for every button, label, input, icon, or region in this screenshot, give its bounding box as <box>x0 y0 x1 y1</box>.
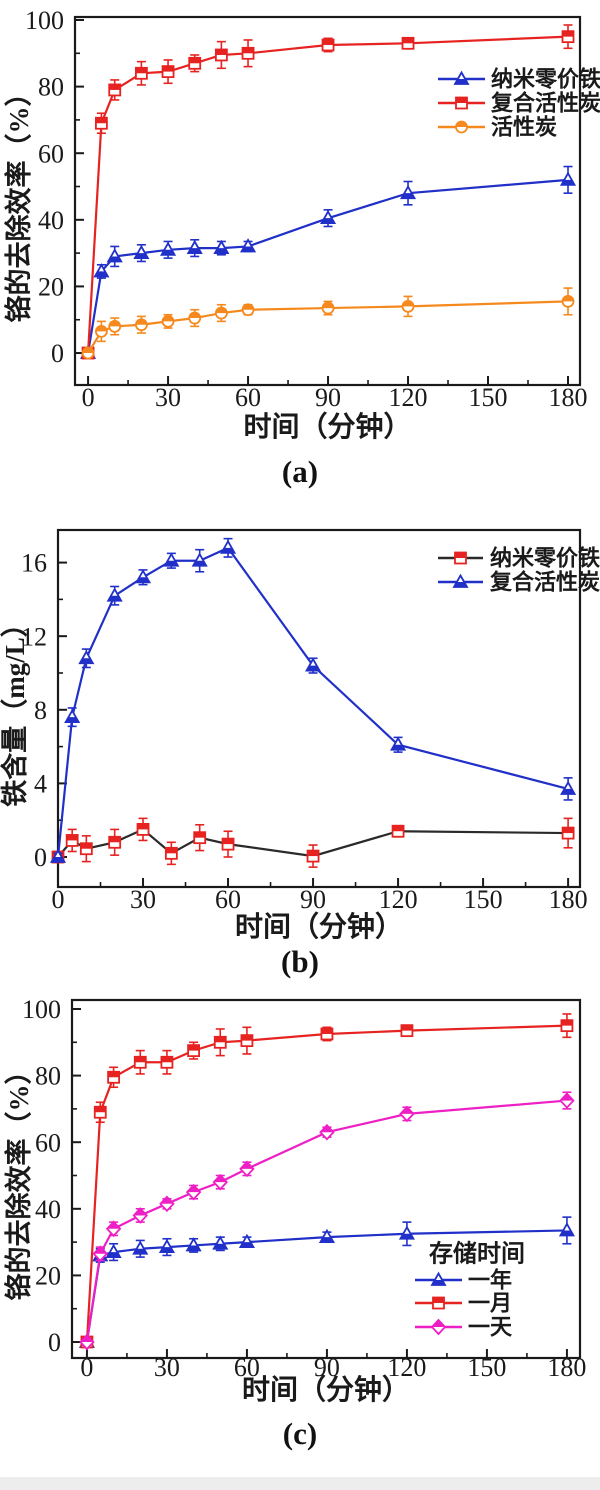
x-axis-label: 时间（分钟） <box>235 910 403 943</box>
legend-label: 一年 <box>468 1268 512 1293</box>
y-tick-label: 20 <box>35 1262 61 1291</box>
page-edge-strip <box>0 1477 600 1490</box>
axes: 0 30 60 90 120 150 180 0 4 8 12 16 <box>21 528 588 914</box>
chart-panel-a: 0 30 60 90 120 150 180 0 20 40 60 80 100 时间（分钟） 铬的去除效率… <box>3 6 600 443</box>
x-tick-label: 150 <box>469 383 508 412</box>
axes: 0 30 60 90 120 150 180 0 20 40 60 80 100 <box>22 995 586 1382</box>
x-tick-label: 180 <box>549 383 588 412</box>
legend-label: 复合活性炭 <box>489 570 600 595</box>
x-tick-label: 60 <box>215 885 241 914</box>
series-纳米零价铁 <box>80 165 577 359</box>
y-tick-label: 0 <box>48 1328 61 1357</box>
x-tick-label: 90 <box>314 1353 340 1382</box>
legend-label: 纳米零价铁 <box>491 67 600 92</box>
series-一年 <box>78 1216 575 1348</box>
x-tick-label: 30 <box>154 1353 180 1382</box>
y-tick-label: 4 <box>34 769 47 798</box>
y-tick-label: 0 <box>34 843 47 872</box>
series-一天 <box>79 1091 575 1351</box>
legend-title: 存储时间 <box>429 1239 525 1267</box>
y-axis-label: 铬的去除效率（%） <box>3 1058 34 1301</box>
y-tick-label: 12 <box>21 622 47 651</box>
x-tick-label: 0 <box>52 885 65 914</box>
legend-label: 活性炭 <box>491 115 557 140</box>
series-纳米零价铁 <box>51 817 575 868</box>
chart-panel-c: 0 30 60 90 120 150 180 0 20 40 60 80 100 时间（分钟） 铬的去除效率… <box>3 995 586 1405</box>
series-活性炭 <box>81 287 575 360</box>
x-tick-label: 0 <box>80 1353 93 1382</box>
legend-label: 复合活性炭 <box>490 91 600 116</box>
y-tick-label: 40 <box>35 1195 61 1224</box>
y-tick-label: 16 <box>21 549 47 578</box>
legend-label: 一天 <box>468 1315 513 1340</box>
y-axis-label: 铬的去除效率（%） <box>3 80 34 323</box>
chart-panel-b: 0 30 60 90 120 150 180 0 4 8 12 16 时间（分钟） 铁含量（mg/L） 纳米… <box>0 528 600 943</box>
y-tick-label: 80 <box>38 73 64 102</box>
x-tick-label: 150 <box>464 885 503 914</box>
y-tick-label: 8 <box>34 696 47 725</box>
x-tick-label: 30 <box>155 383 181 412</box>
panel-a-title: (a) <box>281 454 319 489</box>
y-tick-label: 80 <box>35 1062 61 1091</box>
x-tick-label: 120 <box>379 885 418 914</box>
panel-b-title: (b) <box>281 944 319 979</box>
series-复合活性炭 <box>49 537 577 863</box>
x-tick-label: 60 <box>235 383 261 412</box>
x-tick-label: 60 <box>234 1353 260 1382</box>
x-tick-label: 180 <box>549 885 588 914</box>
x-tick-label: 120 <box>387 1353 426 1382</box>
y-tick-label: 100 <box>25 6 64 35</box>
y-tick-label: 60 <box>35 1128 61 1157</box>
x-tick-label: 180 <box>547 1353 586 1382</box>
legend-label: 纳米零价铁 <box>490 546 600 571</box>
x-tick-label: 90 <box>315 383 341 412</box>
x-tick-label: 0 <box>82 383 95 412</box>
y-tick-label: 0 <box>51 339 64 368</box>
y-tick-label: 60 <box>38 139 64 168</box>
x-tick-label: 150 <box>467 1353 506 1382</box>
y-tick-label: 20 <box>38 273 64 302</box>
y-tick-label: 40 <box>38 206 64 235</box>
panel-c-title: (c) <box>282 1416 318 1451</box>
x-tick-label: 120 <box>389 383 428 412</box>
x-tick-label: 90 <box>300 885 326 914</box>
y-axis-label: 铁含量（mg/L） <box>0 610 30 807</box>
x-axis-label: 时间（分钟） <box>243 410 411 443</box>
x-axis-label: 时间（分钟） <box>242 1373 410 1405</box>
legend-label: 一月 <box>468 1291 512 1316</box>
axes: 0 30 60 90 120 150 180 0 20 40 60 80 100 <box>25 6 588 412</box>
y-tick-label: 100 <box>22 995 61 1024</box>
x-tick-label: 30 <box>130 885 156 914</box>
